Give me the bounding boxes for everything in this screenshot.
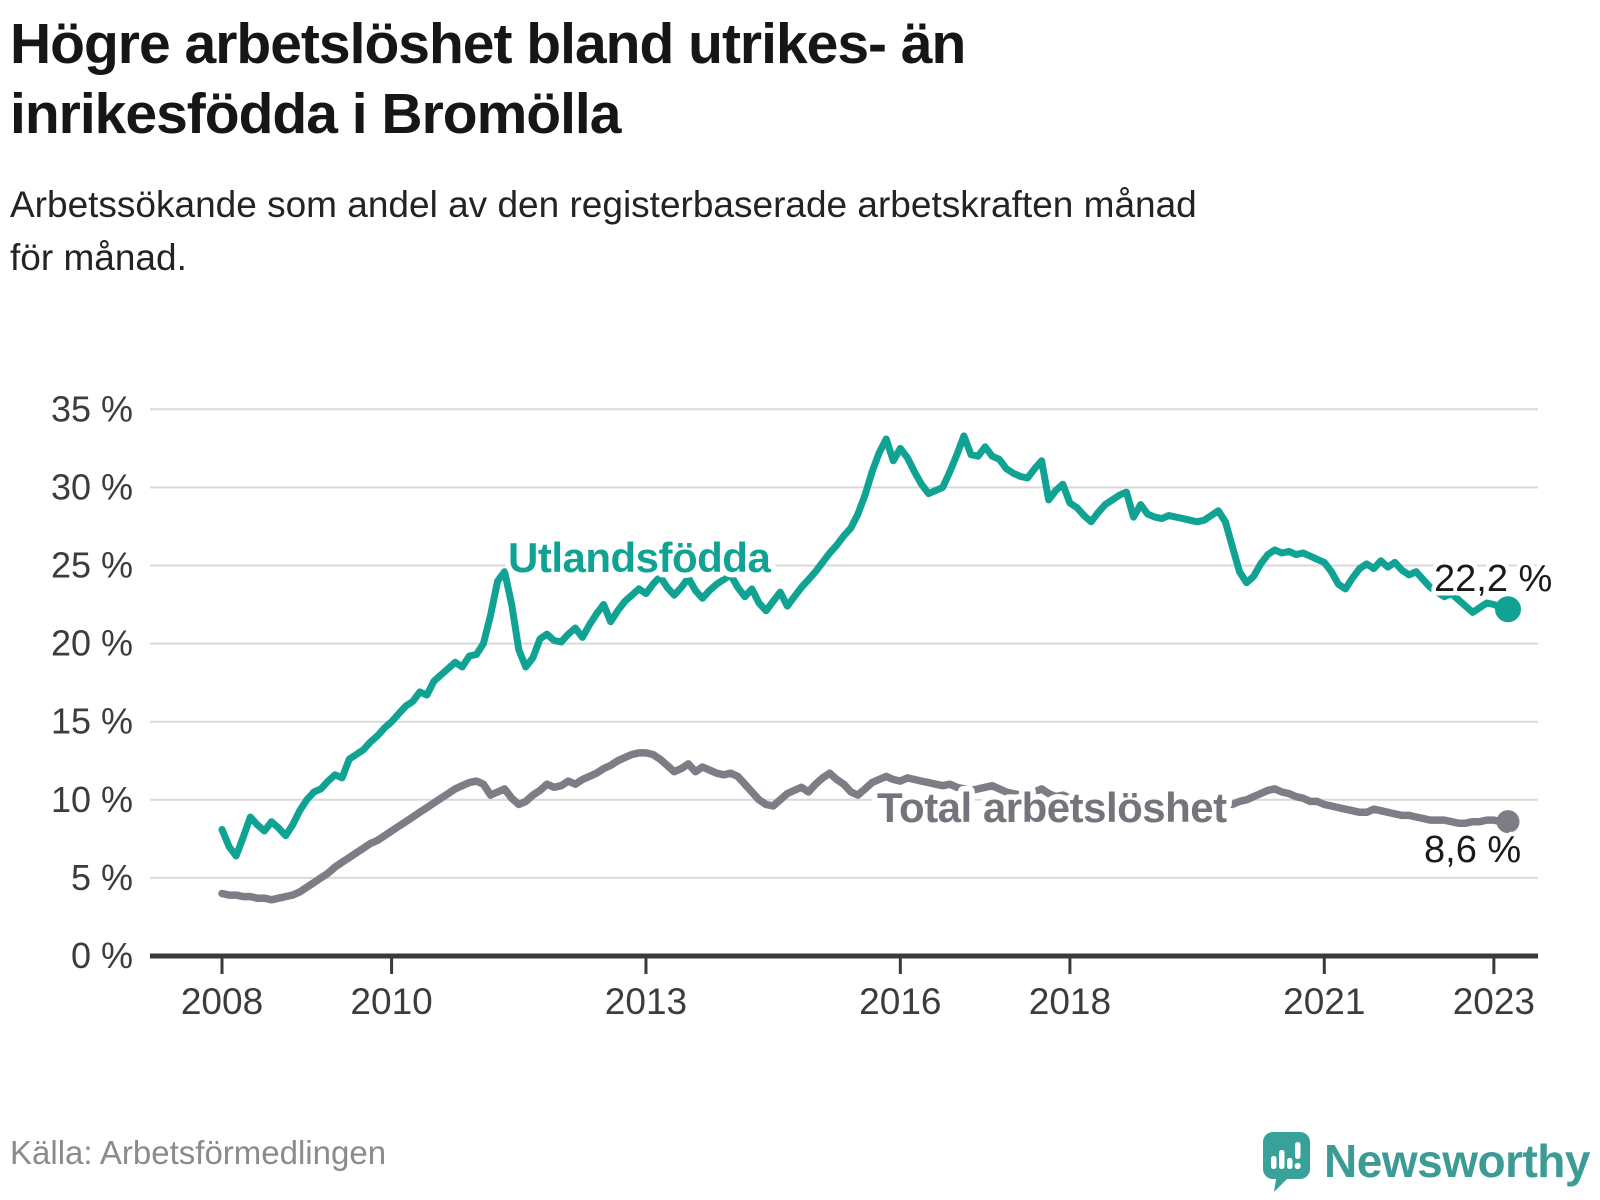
y-tick-label: 30 % bbox=[51, 466, 133, 507]
end-dot-total bbox=[1496, 810, 1520, 834]
y-tick-label: 0 % bbox=[71, 935, 133, 976]
y-tick-label: 10 % bbox=[51, 779, 133, 820]
series-labels: Total arbetslöshet 8,6 % Utlandsfödda 22,2 … bbox=[503, 529, 1557, 876]
newsworthy-logo: Newsworthy bbox=[1263, 1132, 1590, 1192]
x-tick-label: 2023 bbox=[1453, 981, 1535, 1022]
y-tick-label: 5 % bbox=[71, 857, 133, 898]
x-tick-label: 2016 bbox=[859, 981, 941, 1022]
chart-header: Högre arbetslöshet bland utrikes- än inr… bbox=[10, 10, 1570, 284]
end-value-label-total: 8,6 % bbox=[1424, 829, 1521, 871]
y-tick-label: 25 % bbox=[51, 545, 133, 586]
end-value-label-utlandsfodda: 22,2 % bbox=[1434, 558, 1552, 600]
data-series bbox=[218, 432, 1521, 904]
source-note: Källa: Arbetsförmedlingen bbox=[10, 1134, 387, 1171]
line-total-arbetsloshet bbox=[218, 749, 1512, 904]
x-tick-label: 2018 bbox=[1029, 981, 1111, 1022]
x-tick-label: 2008 bbox=[181, 981, 263, 1022]
subtitle-line-2: för månad. bbox=[10, 236, 187, 278]
y-tick-label: 20 % bbox=[51, 623, 133, 664]
end-dot-utlandsfodda bbox=[1495, 596, 1521, 623]
y-tick-label: 15 % bbox=[51, 701, 133, 742]
newsworthy-bubble-icon bbox=[1263, 1132, 1311, 1192]
y-tick-label: 35 % bbox=[51, 388, 133, 429]
newsworthy-wordmark: Newsworthy bbox=[1324, 1135, 1590, 1187]
x-axis-ticks bbox=[220, 958, 1496, 974]
x-tick-label: 2010 bbox=[350, 981, 432, 1022]
x-tick-label: 2021 bbox=[1283, 981, 1365, 1022]
series-label-utlandsfodda: Utlandsfödda bbox=[508, 534, 771, 581]
y-axis-labels: 0 % 5 % 10 % 15 % 20 % 25 % 30 % 35 % bbox=[51, 388, 133, 976]
x-tick-label: 2013 bbox=[605, 981, 687, 1022]
x-axis-labels: 2008 2010 2013 2016 2018 2021 2023 bbox=[181, 981, 1535, 1022]
chart-subtitle: Arbetssökande som andel av den registerb… bbox=[10, 179, 1570, 284]
page-title: Högre arbetslöshet bland utrikes- än inr… bbox=[10, 12, 966, 146]
subtitle-line-1: Arbetssökande som andel av den registerb… bbox=[10, 184, 1197, 226]
line-utlandsfodda bbox=[218, 432, 1512, 860]
series-label-total: Total arbetslöshet bbox=[877, 784, 1227, 831]
